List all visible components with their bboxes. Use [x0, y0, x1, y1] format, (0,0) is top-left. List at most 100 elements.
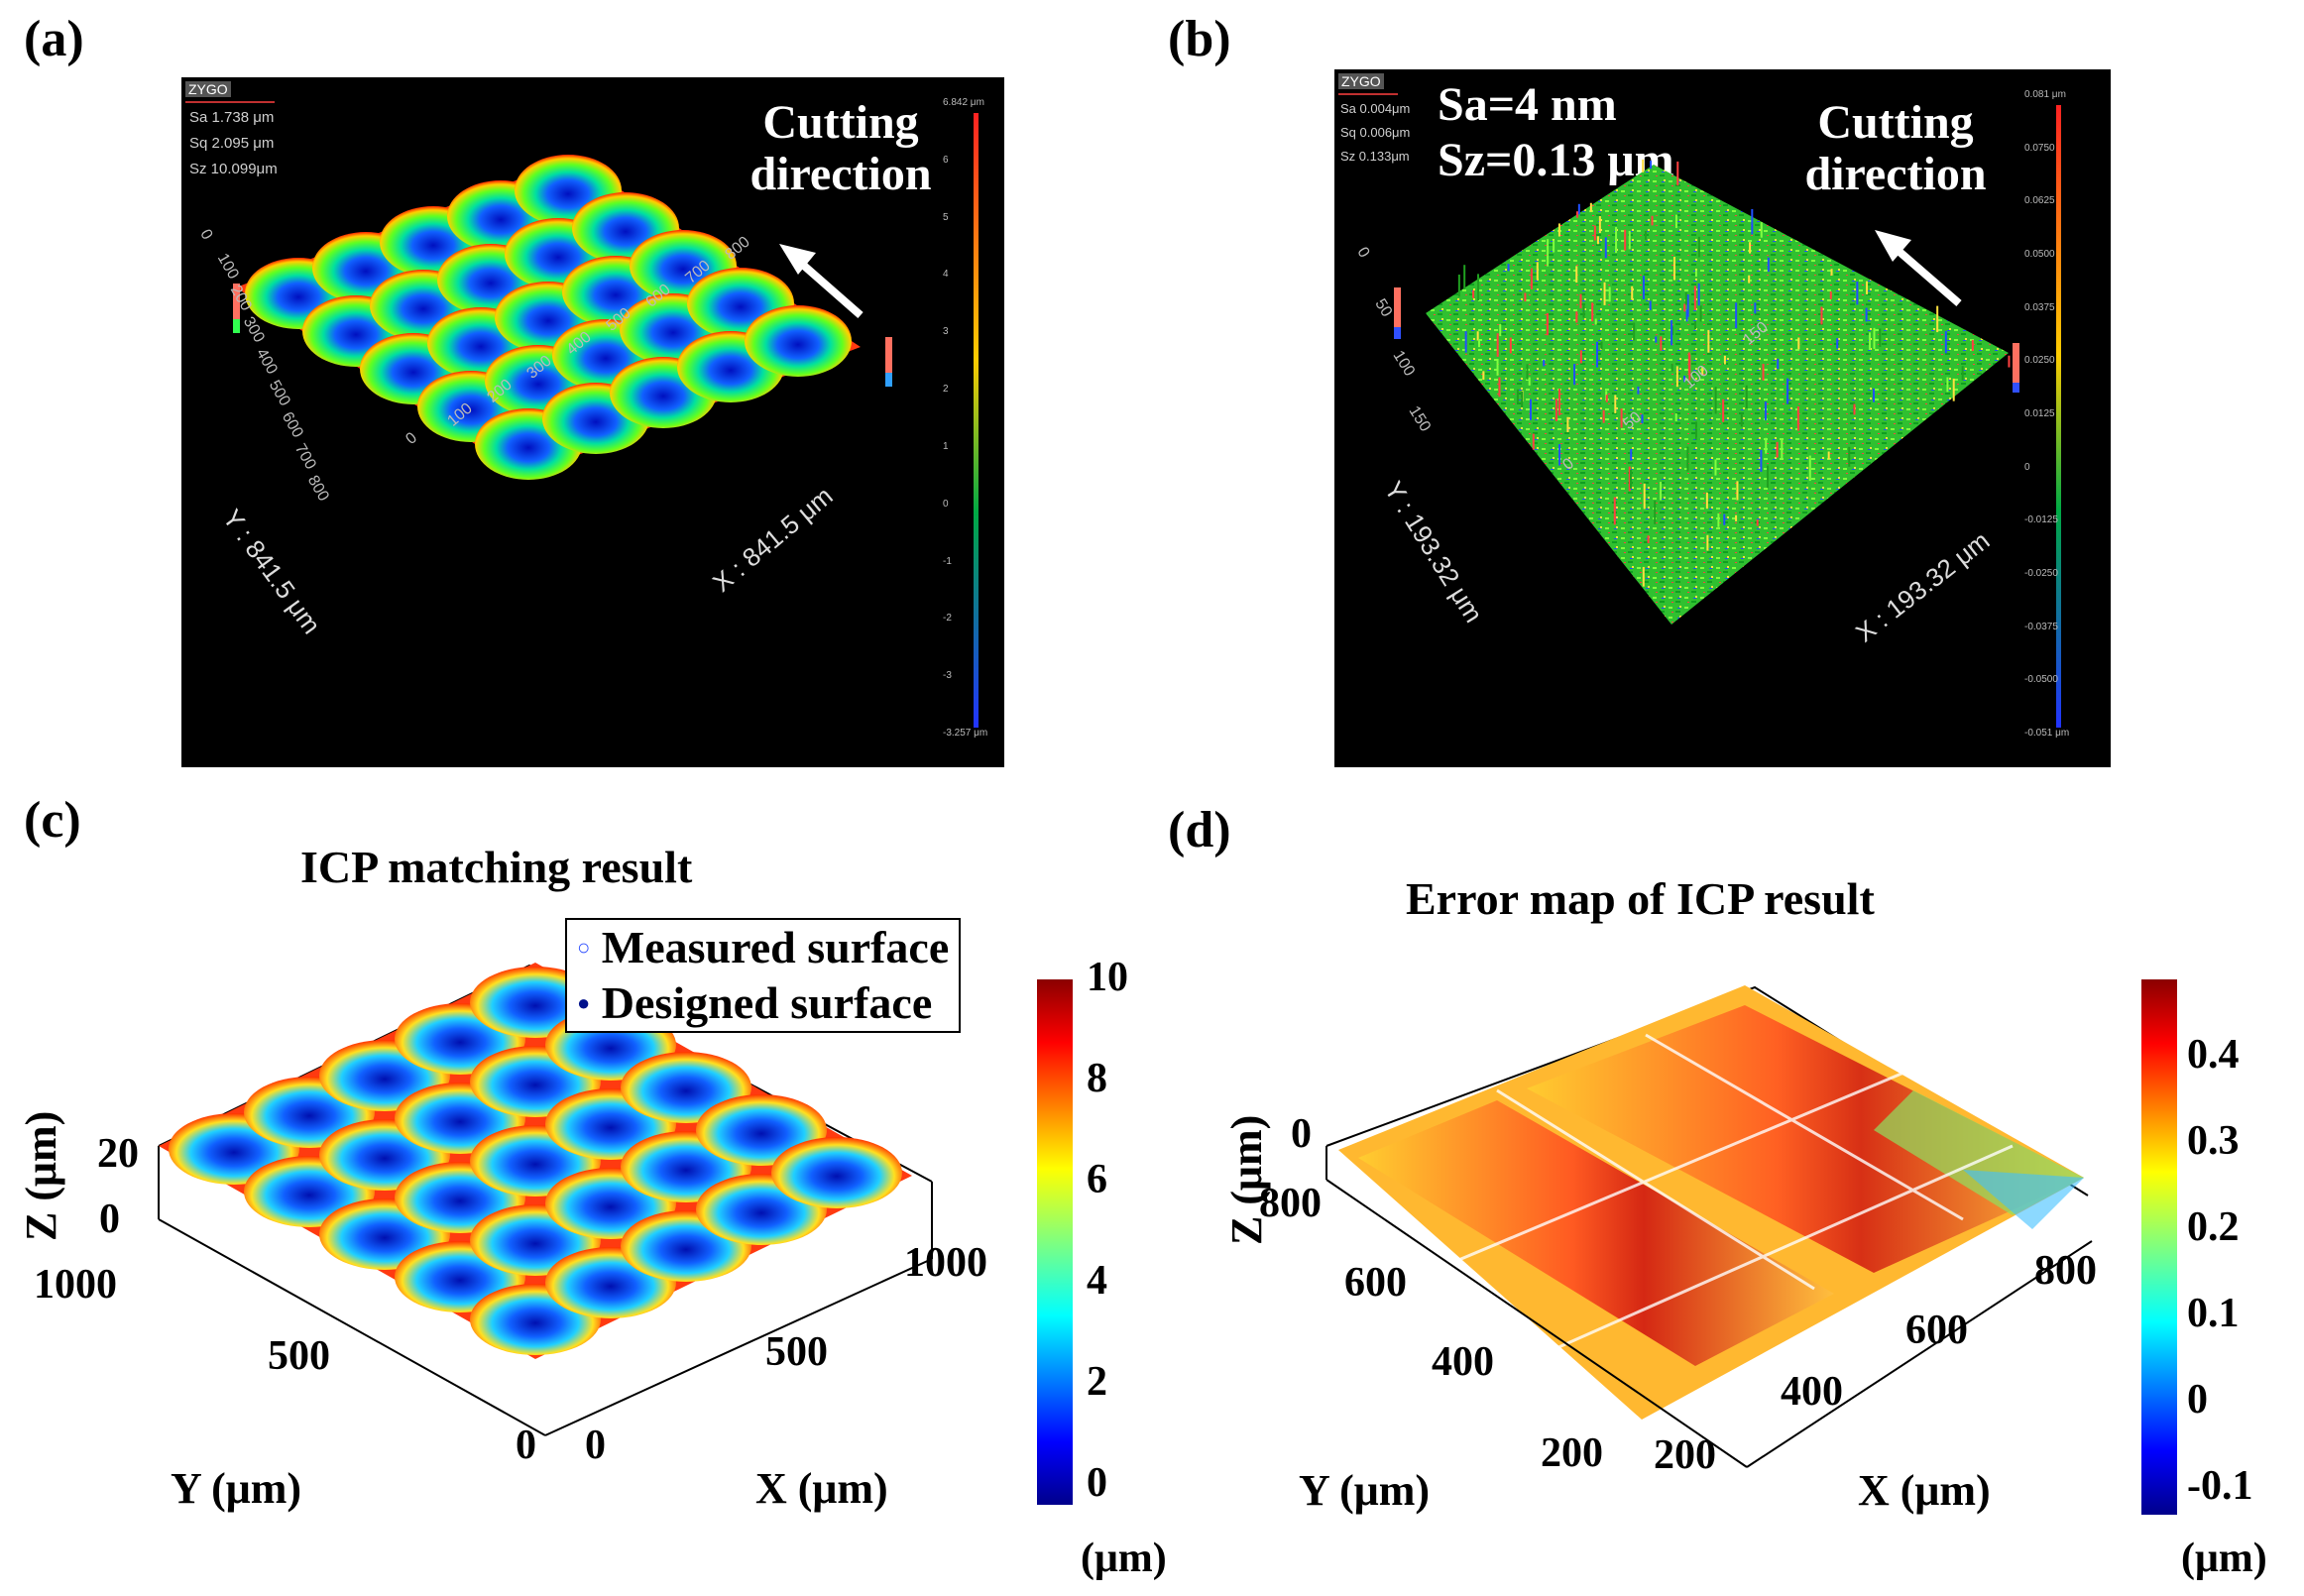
- colorbar-a: [974, 113, 979, 728]
- colorbar-tick-d: 0: [2187, 1377, 2208, 1423]
- stitch-lines: [1437, 1033, 2014, 1350]
- surface-spikes-b: [1457, 159, 2011, 587]
- cutting-arrow-a: [779, 244, 864, 319]
- colorbar-tick-c: 4: [1087, 1258, 1107, 1304]
- colorbar-tick-b: 0: [2024, 461, 2030, 473]
- legend-designed-label: Designed surface: [601, 977, 933, 1028]
- colorbar-tick-a: 2: [943, 384, 949, 396]
- corner-post-left-b: [1394, 287, 1401, 339]
- colorbar-tick-b: 0.0750: [2024, 142, 2055, 154]
- panel-a-label: (a): [24, 11, 84, 67]
- z-tick-c: 20: [97, 1131, 139, 1177]
- z-tick-c: 0: [99, 1197, 120, 1242]
- colorbar-tick-d: 0.2: [2187, 1204, 2240, 1250]
- x-axis-label-c: X (μm): [755, 1464, 888, 1513]
- stat-sa: Sa 0.004μm: [1340, 101, 1411, 116]
- colorbar-tick-a: 6: [943, 154, 949, 166]
- colorbar-b: [2056, 105, 2061, 728]
- panel-b-label: (b): [1168, 11, 1231, 67]
- colorbar-tick-b: 0.081 μm: [2024, 89, 2066, 100]
- panel-b-plot: ZYGO Sa 0.004μm Sq 0.006μm Sz 0.133μm Sa…: [1334, 69, 2111, 767]
- dimple-array-a: [236, 155, 861, 480]
- colorbar-tick-b: -0.0250: [2024, 568, 2058, 579]
- sa-value: Sa=4 nm: [1438, 78, 1617, 131]
- cutting-line-2: direction: [749, 148, 932, 200]
- colorbar-tick-d: -0.1: [2187, 1463, 2253, 1509]
- colorbar-tick-b: -0.0500: [2024, 674, 2058, 686]
- logo-underline: [185, 101, 275, 103]
- zygo-logo: ZYGO: [1338, 73, 1384, 89]
- error-map-plot: [1325, 985, 2093, 1468]
- x-axis-label-d: X (μm): [1858, 1466, 1991, 1515]
- colorbar-tick-b: -0.0125: [2024, 514, 2058, 526]
- rough-surface-b: [1426, 165, 2009, 625]
- colorbar-tick-d: 0.1: [2187, 1291, 2240, 1336]
- z-tick-d: 0: [1291, 1111, 1312, 1157]
- stat-sz: Sz 10.099μm: [189, 161, 278, 177]
- dimple: [771, 1137, 902, 1208]
- cutting-line-1: Cutting: [762, 96, 919, 149]
- corner-post-right-a: [885, 337, 892, 387]
- colorbar-unit-d: (μm): [2181, 1536, 2267, 1581]
- colorbar-tick-a: -2: [943, 613, 952, 625]
- stat-sz: Sz 0.133μm: [1340, 149, 1410, 164]
- colorbar-unit-c: (μm): [1081, 1536, 1167, 1581]
- colorbar-tick-c: 6: [1087, 1157, 1107, 1202]
- x-tick-c: 500: [765, 1329, 828, 1375]
- measured-marker-icon: ○: [577, 935, 591, 960]
- colorbar-tick-a: -3.257 μm: [943, 728, 988, 739]
- z-axis-label-c: Z (μm): [17, 1110, 65, 1241]
- colorbar-tick-b: 0.0250: [2024, 355, 2055, 367]
- panel-c-title: ICP matching result: [300, 842, 693, 892]
- y-tick-d: 800: [1259, 1181, 1322, 1226]
- y-axis-label-c: Y (μm): [171, 1464, 302, 1513]
- axis-edges-d: [1325, 1179, 2093, 1468]
- colorbar-tick-a: 0: [943, 498, 949, 510]
- colorbar-tick-b: -0.0375: [2024, 621, 2058, 632]
- y-tick-d: 600: [1344, 1260, 1407, 1306]
- dimple: [745, 305, 852, 377]
- icp-matching-plot: [158, 963, 933, 1436]
- cutting-arrow-b: [1875, 230, 1962, 307]
- colorbar-tick-b: 0.0625: [2024, 195, 2055, 207]
- colorbar-tick-a: 6.842 μm: [943, 97, 984, 108]
- y-tick-d: 200: [1541, 1430, 1603, 1476]
- panel-d-label: (d): [1168, 802, 1231, 858]
- y-tick-c: 500: [268, 1333, 330, 1379]
- colorbar-tick-d: 0.4: [2187, 1032, 2240, 1078]
- colorbar-tick-a: 5: [943, 211, 949, 223]
- colorbar-d: [2141, 979, 2177, 1515]
- stat-sq: Sq 2.095 μm: [189, 135, 275, 152]
- x-tick-d: 800: [2034, 1248, 2097, 1294]
- x-tick-d: 400: [1781, 1369, 1843, 1415]
- colorbar-tick-b: -0.051 μm: [2024, 728, 2070, 739]
- logo-underline: [1338, 93, 1398, 95]
- colorbar-tick-c: 8: [1087, 1056, 1107, 1101]
- panel-d-title: Error map of ICP result: [1406, 873, 1875, 924]
- panel-c-label: (c): [24, 792, 81, 849]
- stats-box: Sa 1.738 μm Sq 2.095 μm Sz 10.099μm: [189, 105, 278, 182]
- colorbar-tick-a: 1: [943, 440, 949, 452]
- x-tick-c: 0: [585, 1423, 606, 1468]
- y-tick-c: 1000: [34, 1262, 117, 1308]
- colorbar-tick-a: -3: [943, 670, 952, 682]
- legend-item-measured: ○ Measured surface: [577, 920, 949, 975]
- legend-c: ○ Measured surface ● Designed surface: [565, 918, 962, 1033]
- colorbar-tick-a: -1: [943, 555, 952, 567]
- colorbar-tick-c: 0: [1087, 1460, 1107, 1506]
- legend-measured-label: Measured surface: [601, 922, 950, 972]
- colorbar-tick-c: 2: [1087, 1359, 1107, 1405]
- designed-marker-icon: ●: [577, 990, 591, 1015]
- cutting-direction-label: Cutting direction: [1777, 97, 2015, 200]
- legend-item-designed: ● Designed surface: [577, 975, 949, 1031]
- surface-3d-a: [233, 113, 979, 728]
- error-surface: [1338, 985, 2084, 1420]
- colorbar-tick-b: 0.0125: [2024, 408, 2055, 419]
- colorbar-tick-b: 0.0375: [2024, 301, 2055, 313]
- cutting-direction-label: Cutting direction: [722, 97, 960, 200]
- x-tick-d: 600: [1905, 1308, 1968, 1353]
- y-tick-c: 0: [516, 1423, 536, 1468]
- panel-a-plot: ZYGO Sa 1.738 μm Sq 2.095 μm Sz 10.099μm…: [181, 77, 1004, 767]
- stat-sq: Sq 0.006μm: [1340, 125, 1411, 140]
- stat-sa: Sa 1.738 μm: [189, 109, 275, 126]
